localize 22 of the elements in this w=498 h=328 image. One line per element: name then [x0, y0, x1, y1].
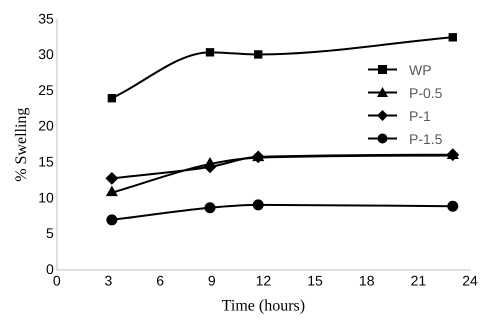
- legend-label: P-1: [409, 108, 431, 124]
- y-tick-label: 15: [38, 153, 54, 170]
- x-tick-label: 21: [410, 272, 426, 288]
- y-tick-label: 30: [38, 46, 54, 62]
- y-tick-label: 0: [46, 260, 54, 277]
- y-tick-label: 5: [46, 225, 54, 242]
- legend-label: WP: [409, 62, 432, 78]
- x-tick-label: 18: [358, 272, 375, 288]
- legend-label: P-1.5: [409, 130, 442, 146]
- x-tick-label: 3: [104, 272, 113, 288]
- x-tick-label: 12: [256, 272, 272, 288]
- y-axis-title: % Swelling: [12, 108, 30, 182]
- x-tick-label: 24: [462, 272, 478, 288]
- x-tick-label: 9: [208, 272, 216, 288]
- x-tick-label: 6: [156, 272, 164, 288]
- y-tick-label: 25: [38, 82, 54, 98]
- x-tick-label: 15: [307, 272, 324, 288]
- legend-label: P-0.5: [409, 84, 442, 100]
- y-tick-label: 35: [38, 10, 54, 26]
- x-axis-title: Time (hours): [222, 298, 306, 315]
- y-tick-label: 20: [38, 118, 54, 134]
- y-tick-label: 10: [38, 189, 54, 206]
